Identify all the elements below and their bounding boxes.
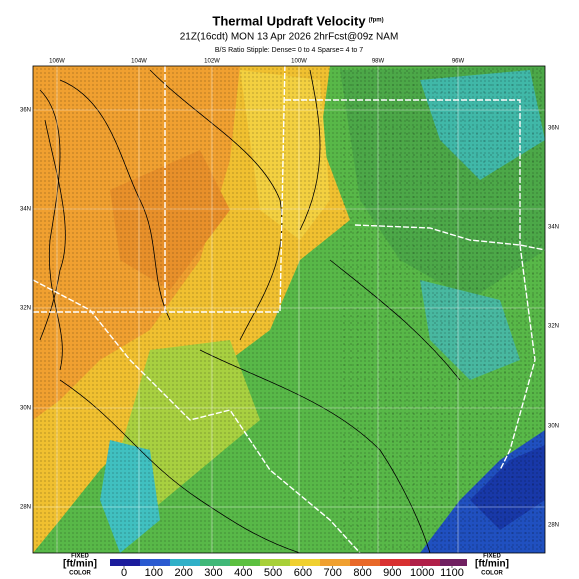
lat-label: 34N bbox=[20, 207, 31, 213]
colorbar bbox=[110, 559, 467, 566]
subtitle: 21Z(16cdt) MON 13 Apr 2026 2hrFcst@09z N… bbox=[180, 32, 399, 43]
title-unit: (fpm) bbox=[369, 18, 384, 24]
map bbox=[33, 66, 545, 553]
lon-label: 102W bbox=[204, 59, 220, 65]
lat-label: 36N bbox=[548, 126, 559, 132]
legend-caption: COLOR bbox=[69, 571, 91, 577]
lat-label: 32N bbox=[20, 306, 31, 312]
lon-label: 106W bbox=[49, 59, 65, 65]
note: B/S Ratio Stipple: Dense= 0 to 4 Sparse=… bbox=[215, 47, 363, 54]
legend-caption: [ft/min] bbox=[475, 559, 509, 570]
lat-label: 36N bbox=[20, 108, 31, 114]
legend-caption: COLOR bbox=[481, 571, 503, 577]
title: Thermal Updraft Velocity bbox=[212, 13, 366, 28]
lon-label: 100W bbox=[291, 59, 307, 65]
colorbar-label: 900 bbox=[383, 567, 401, 579]
colorbar-label: 600 bbox=[294, 567, 312, 579]
colorbar-label: 500 bbox=[264, 567, 282, 579]
map-frame bbox=[32, 65, 546, 554]
colorbar-label: 1100 bbox=[440, 567, 464, 579]
lat-label: 32N bbox=[548, 324, 559, 330]
colorbar-label: 1000 bbox=[410, 567, 434, 579]
colorbar-label: 0 bbox=[121, 567, 127, 579]
legend-caption: FIXED bbox=[483, 554, 501, 560]
legend-caption: [ft/min] bbox=[63, 559, 97, 570]
lat-label: 28N bbox=[20, 505, 31, 511]
colorbar-label: 400 bbox=[234, 567, 252, 579]
lat-label: 28N bbox=[548, 523, 559, 529]
colorbar-label: 700 bbox=[324, 567, 342, 579]
lat-label: 30N bbox=[20, 406, 31, 412]
legend-caption: FIXED bbox=[71, 554, 89, 560]
lon-label: 96W bbox=[452, 59, 465, 65]
colorbar-label: 300 bbox=[204, 567, 222, 579]
colorbar-label: 200 bbox=[174, 567, 192, 579]
colorbar-label: 100 bbox=[145, 567, 163, 579]
lon-label: 104W bbox=[131, 59, 147, 65]
lat-label: 34N bbox=[548, 225, 559, 231]
colorbar-label: 800 bbox=[353, 567, 371, 579]
lat-label: 30N bbox=[548, 424, 559, 430]
lon-label: 98W bbox=[372, 59, 385, 65]
